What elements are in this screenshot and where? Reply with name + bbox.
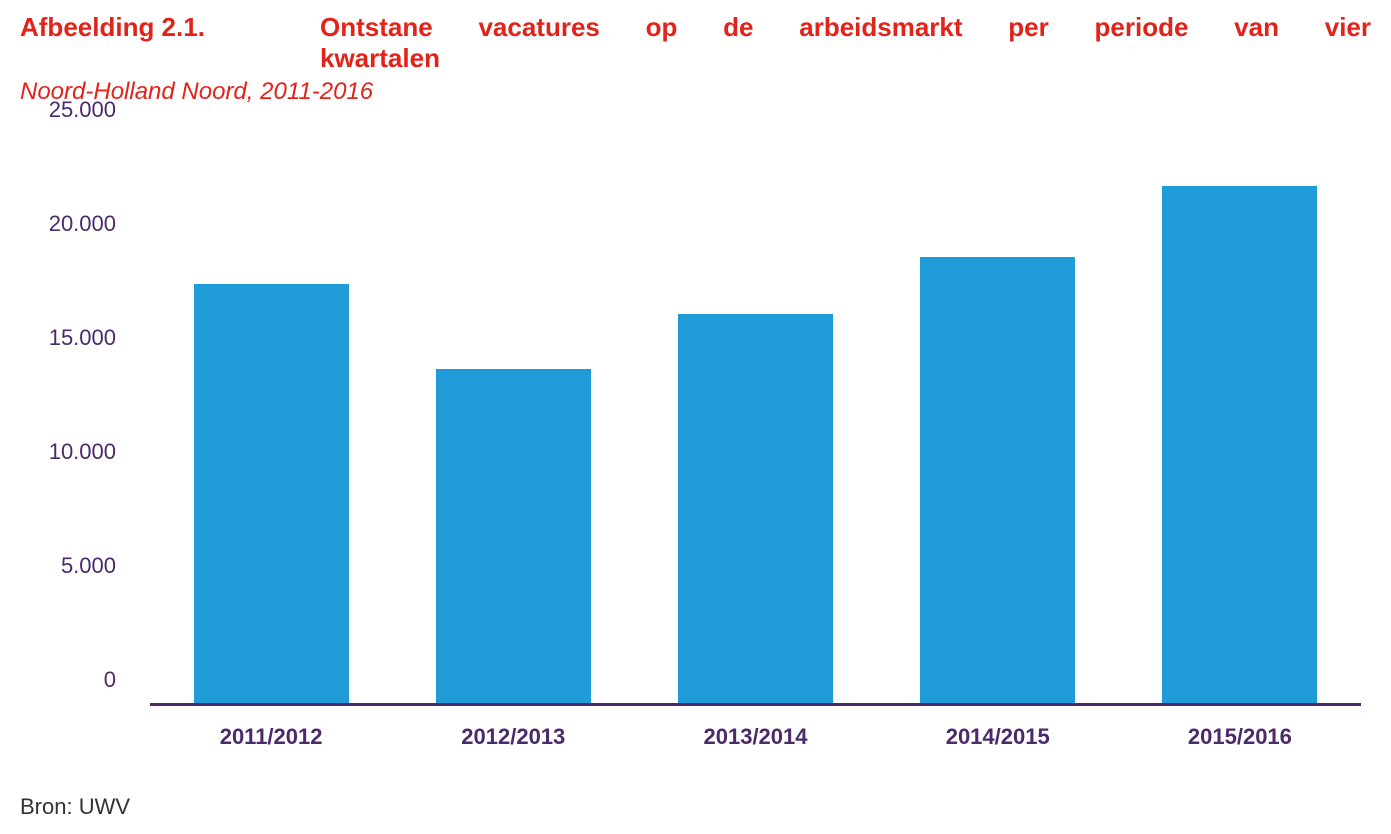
y-tick-label: 10.000 bbox=[49, 439, 116, 465]
x-tick-label: 2015/2016 bbox=[1119, 716, 1361, 756]
x-tick-label: 2011/2012 bbox=[150, 716, 392, 756]
x-tick-label: 2012/2013 bbox=[392, 716, 634, 756]
figure-subtitle: Noord-Holland Noord, 2011-2016 bbox=[20, 78, 1371, 106]
figure-heading-row: Afbeelding 2.1. Ontstane vacatures op de… bbox=[20, 12, 1371, 43]
bar bbox=[436, 369, 591, 706]
bar-slot bbox=[877, 136, 1119, 706]
bar bbox=[678, 314, 833, 706]
y-tick-label: 20.000 bbox=[49, 211, 116, 237]
plot-area bbox=[150, 136, 1361, 706]
source-label: Bron: UWV bbox=[20, 794, 130, 820]
bar bbox=[194, 284, 349, 706]
x-axis-baseline bbox=[150, 703, 1361, 706]
y-tick-label: 0 bbox=[104, 667, 116, 693]
figure-title-line-2: kwartalen bbox=[320, 43, 1371, 74]
bar-slot bbox=[1119, 136, 1361, 706]
bar bbox=[920, 257, 1075, 706]
figure-container: Afbeelding 2.1. Ontstane vacatures op de… bbox=[0, 0, 1391, 834]
bar-slot bbox=[392, 136, 634, 706]
y-tick-label: 25.000 bbox=[49, 97, 116, 123]
y-tick-label: 15.000 bbox=[49, 325, 116, 351]
bars-group bbox=[150, 136, 1361, 706]
y-axis: 05.00010.00015.00020.00025.000 bbox=[20, 136, 130, 706]
x-tick-label: 2014/2015 bbox=[877, 716, 1119, 756]
y-tick-label: 5.000 bbox=[61, 553, 116, 579]
bar-slot bbox=[150, 136, 392, 706]
bar-slot bbox=[634, 136, 876, 706]
figure-label: Afbeelding 2.1. bbox=[20, 12, 320, 43]
bar-chart: 05.00010.00015.00020.00025.000 2011/2012… bbox=[20, 136, 1371, 756]
x-axis-labels: 2011/20122012/20132013/20142014/20152015… bbox=[150, 716, 1361, 756]
x-tick-label: 2013/2014 bbox=[634, 716, 876, 756]
bar bbox=[1162, 186, 1317, 706]
figure-title-line-1: Ontstane vacatures op de arbeidsmarkt pe… bbox=[320, 12, 1371, 43]
